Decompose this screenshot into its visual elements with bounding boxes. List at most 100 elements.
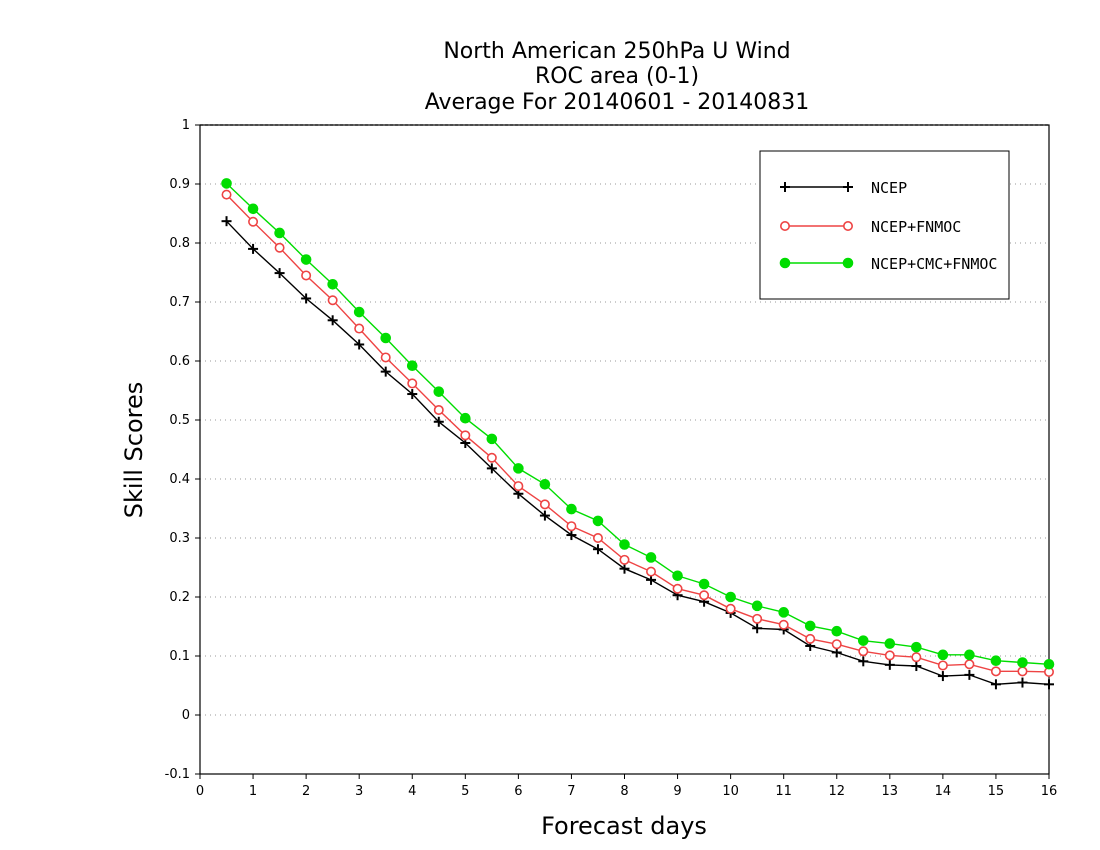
data-point [884,638,896,649]
data-point [566,521,577,532]
y-tick-label: 0.6 [169,354,190,369]
data-point [513,463,524,474]
x-tick-label: 10 [722,784,739,799]
y-tick-label: 0.5 [169,413,190,428]
data-point [380,332,392,344]
data-point [301,293,312,304]
data-point [672,570,683,582]
x-tick-label: 0 [196,784,204,799]
data-point [407,389,418,400]
legend-marker [842,257,854,269]
data-point [248,243,259,254]
legend-label: NCEP+CMC+FNMOC [871,255,997,273]
data-point [778,619,789,630]
y-tick-label: -0.1 [165,767,190,782]
data-point [592,515,604,527]
data-point [964,659,975,670]
series-ncep-cmc-fnmoc [221,178,1055,670]
data-point [353,306,365,318]
series-lines [221,178,1055,690]
legend-marker [779,257,791,269]
chart-title: North American 250hPa U Wind ROC area (0… [425,39,810,115]
x-tick-label: 7 [567,784,575,799]
data-point [699,590,710,601]
data-point [301,270,312,281]
data-point [619,539,630,550]
chart-title-line-2: ROC area (0-1) [535,64,699,89]
data-point [486,433,498,445]
data-point [221,216,232,227]
x-tick-label: 12 [828,784,845,799]
data-point [354,323,365,334]
data-point [1043,658,1055,670]
x-axis-label: Forecast days [541,812,707,840]
data-point [990,679,1001,690]
data-point [831,625,843,637]
legend: NCEP NCEP+FNMOC NCEP+CMC+FNMOC [759,150,1010,300]
data-point [274,242,285,253]
x-tick-label: 14 [935,784,952,799]
data-point [566,503,577,515]
data-point [592,532,603,543]
x-tick-label: 5 [461,784,469,799]
data-point [327,279,338,290]
data-point [937,649,949,661]
data-point [539,499,550,510]
legend-entry: NCEP+FNMOC [779,218,961,236]
x-tick-label: 13 [882,784,899,799]
data-point [645,552,657,563]
legend-marker [842,221,853,232]
data-point [486,452,497,463]
data-point [433,386,445,397]
data-point [380,366,391,377]
y-axis-ticks: -0.1 0 0.1 0.2 0.3 0.4 0.5 0.6 0.7 0.8 0.9 1 [165,118,200,782]
data-point [804,620,816,632]
data-point [964,669,975,680]
legend-marker [779,221,790,232]
data-point [937,660,948,671]
data-point [990,655,1002,667]
data-point [539,510,550,521]
data-point [274,268,285,279]
x-tick-label: 16 [1041,784,1058,799]
data-point [248,216,259,227]
data-point [619,563,630,574]
data-point [857,635,869,646]
data-point [672,583,683,594]
x-tick-label: 2 [302,784,310,799]
data-point [300,254,312,265]
data-point [752,613,763,624]
data-point [274,227,285,239]
data-point [1017,666,1028,677]
data-point [1044,679,1054,690]
data-point [539,479,551,490]
series-ncep-fnmoc [221,189,1055,677]
data-point [778,607,789,618]
data-point [380,352,391,363]
y-tick-label: 1 [182,118,190,133]
data-point [911,661,922,672]
x-tick-label: 15 [988,784,1005,799]
legend-label: NCEP [871,179,907,197]
data-point [327,315,338,326]
data-point [964,649,975,661]
x-tick-label: 11 [775,784,792,799]
data-point [911,641,922,653]
data-point [751,600,763,612]
y-tick-label: 0.8 [169,236,190,251]
data-point [354,339,365,350]
x-tick-label: 8 [620,784,628,799]
data-point [805,633,816,644]
data-point [433,404,444,415]
legend-box [759,150,1010,300]
data-point [1017,657,1028,668]
data-point [566,530,577,541]
x-tick-label: 6 [514,784,522,799]
data-point [486,463,497,474]
data-point [725,603,736,614]
legend-label: NCEP+FNMOC [871,218,961,236]
data-point [1017,677,1028,688]
y-axis-label: Skill Scores [120,382,148,519]
y-tick-label: 0.7 [169,295,190,310]
